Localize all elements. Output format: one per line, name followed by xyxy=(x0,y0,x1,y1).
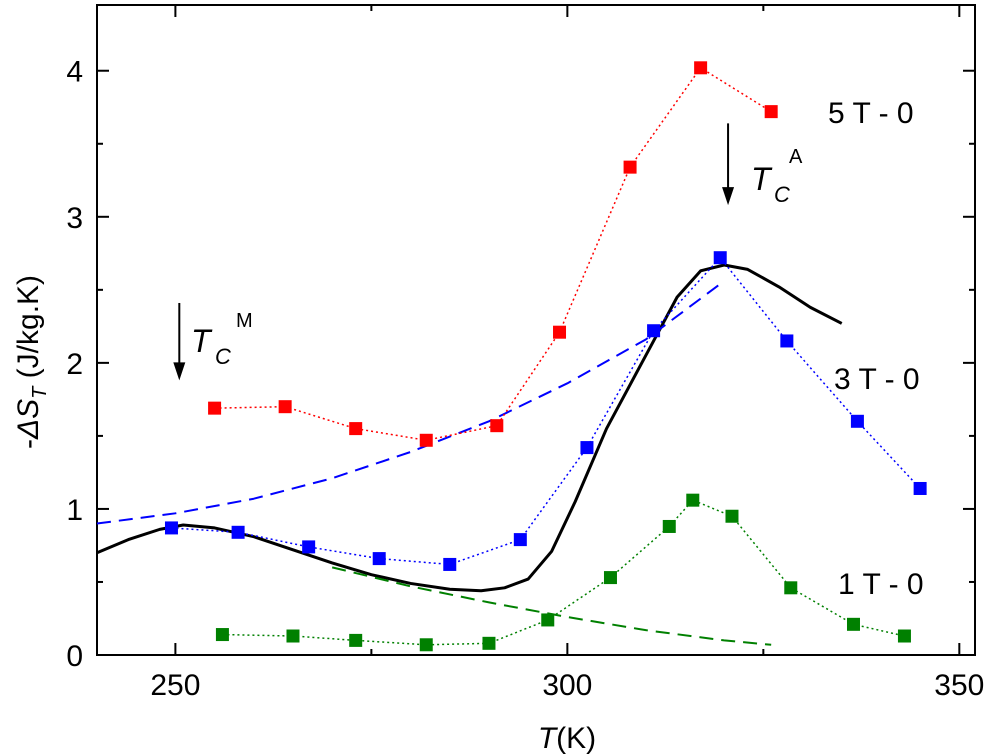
tc-m-arrow-head xyxy=(173,362,186,381)
series-line-1T xyxy=(222,499,905,646)
tc-a-superscript: A xyxy=(789,146,803,168)
curve-model-blue-dashed xyxy=(96,280,725,525)
x-axis-var: T xyxy=(538,722,559,755)
data-point-3T xyxy=(302,540,316,554)
plot-frame xyxy=(96,4,976,656)
data-point-3T xyxy=(913,481,927,495)
tc-a-subscript: C xyxy=(774,182,790,207)
data-point-1T xyxy=(215,628,229,642)
data-point-5T xyxy=(208,401,222,415)
data-point-1T xyxy=(784,581,798,595)
y-tick-label: 1 xyxy=(66,494,83,527)
data-point-1T xyxy=(286,629,300,643)
annotation-tc-martensite: T C M xyxy=(173,302,253,381)
data-point-5T xyxy=(623,160,637,174)
y-axis-unit: (J/kg.K) xyxy=(12,275,45,387)
data-series xyxy=(164,61,927,652)
x-axis-title: T(K) xyxy=(538,722,596,755)
tc-m-superscript: M xyxy=(236,310,253,332)
data-point-1T xyxy=(725,509,739,523)
data-point-3T xyxy=(850,414,864,428)
data-point-3T xyxy=(372,552,386,566)
data-point-3T xyxy=(231,525,245,539)
data-point-1T xyxy=(541,613,555,627)
plot-area-border xyxy=(96,4,976,656)
series-label-5T: 5 T - 0 xyxy=(828,97,914,130)
data-point-3T xyxy=(443,557,457,571)
x-tick-label: 300 xyxy=(542,669,592,702)
data-point-1T xyxy=(349,633,363,647)
data-point-3T xyxy=(780,334,794,348)
annotation-tc-austenite: T C A xyxy=(722,123,803,207)
y-tick-label: 0 xyxy=(66,640,83,673)
data-point-5T xyxy=(349,422,363,436)
tc-a-symbol: T xyxy=(751,161,773,197)
data-point-5T xyxy=(490,419,504,433)
y-axis-prefix: - xyxy=(12,439,45,449)
x-tick-label: 350 xyxy=(934,669,984,702)
y-axis-sub: T xyxy=(29,385,51,399)
tc-m-symbol: T xyxy=(191,323,213,359)
data-point-5T xyxy=(553,325,567,339)
series-line-5T xyxy=(214,66,772,442)
curve-model-green-dashed xyxy=(331,566,772,646)
tc-m-subscript: C xyxy=(215,344,231,369)
data-point-3T xyxy=(513,533,527,547)
data-point-3T xyxy=(713,251,727,265)
data-point-3T xyxy=(580,441,594,455)
data-point-5T xyxy=(694,61,708,75)
series-label-3T: 3 T - 0 xyxy=(834,363,920,396)
data-point-1T xyxy=(603,571,617,585)
tc-a-arrow-head xyxy=(722,187,735,206)
data-point-1T xyxy=(846,617,860,631)
series-label-1T: 1 T - 0 xyxy=(838,568,924,601)
data-point-1T xyxy=(419,638,433,652)
y-axis-title: -ΔST (J/kg.K) xyxy=(12,275,51,449)
curve-model-solid xyxy=(96,263,843,593)
data-point-1T xyxy=(897,629,911,643)
data-point-1T xyxy=(662,519,676,533)
x-axis-unit: (K) xyxy=(556,722,596,755)
data-point-5T xyxy=(278,400,292,414)
x-tick-label: 250 xyxy=(150,669,200,702)
axis-ticks: 250 300 350 0 1 2 3 4 xyxy=(66,5,984,702)
data-point-3T xyxy=(647,324,661,338)
data-point-3T xyxy=(164,521,178,535)
data-point-1T xyxy=(482,636,496,650)
data-point-5T xyxy=(764,105,778,119)
data-point-1T xyxy=(686,493,700,507)
y-tick-label: 3 xyxy=(66,202,83,235)
data-point-5T xyxy=(419,433,433,447)
series-line-3T xyxy=(171,256,921,566)
y-axis-symbol: ΔS xyxy=(12,399,45,440)
y-tick-label: 2 xyxy=(66,348,83,381)
model-curves xyxy=(96,263,843,646)
y-tick-label: 4 xyxy=(66,56,83,89)
